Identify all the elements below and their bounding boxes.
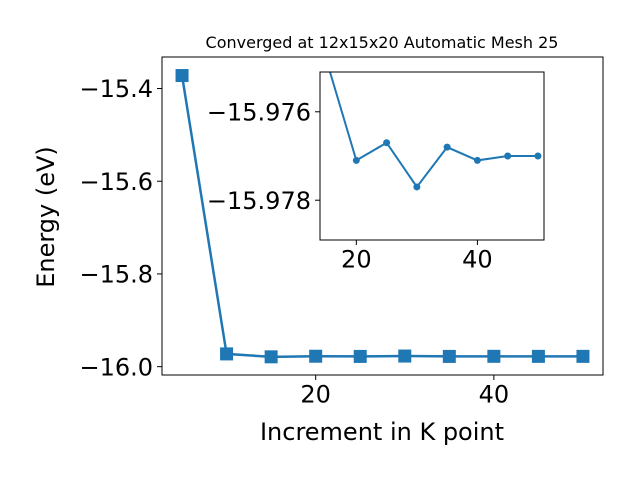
inset-data-point xyxy=(413,183,421,191)
x-tick-label: 20 xyxy=(300,381,331,409)
data-point xyxy=(175,69,189,83)
data-point xyxy=(487,349,501,363)
inset-data-point xyxy=(534,152,542,160)
data-point xyxy=(309,349,323,363)
inset-plot-area: 20 40 −15.978 −15.976 xyxy=(207,71,545,274)
y-tick-label: −16.0 xyxy=(79,353,153,381)
inset-series-line xyxy=(328,72,538,189)
y-tick-label: −15.6 xyxy=(79,168,153,196)
inset-data-point xyxy=(473,156,481,164)
data-point xyxy=(220,347,234,361)
series-line xyxy=(180,75,583,359)
inset-x-tick-label: 40 xyxy=(462,246,493,274)
data-point xyxy=(531,349,545,363)
inset-x-tick-label: 20 xyxy=(341,246,372,274)
inset-axes-frame xyxy=(319,71,545,241)
data-point xyxy=(264,350,278,364)
data-point xyxy=(398,349,412,363)
inset-data-point xyxy=(352,156,360,164)
inset-y-tick-label: −15.976 xyxy=(207,98,311,126)
data-point xyxy=(353,349,367,363)
y-tick-label: −15.8 xyxy=(79,261,153,289)
inset-y-tick-label: −15.978 xyxy=(207,187,311,215)
y-tick-label: −15.4 xyxy=(79,75,153,103)
inset-data-point xyxy=(443,143,451,151)
x-axis-label: Increment in K point xyxy=(260,418,504,446)
data-point xyxy=(442,349,456,363)
axes-frame xyxy=(161,56,604,376)
x-tick-label: 40 xyxy=(479,381,510,409)
inset-data-point xyxy=(383,139,391,147)
data-point xyxy=(576,349,590,363)
inset-data-point xyxy=(504,152,512,160)
chart-title: Converged at 12x15x20 Automatic Mesh 25 xyxy=(206,33,559,52)
y-axis-label: Energy (eV) xyxy=(32,146,60,288)
